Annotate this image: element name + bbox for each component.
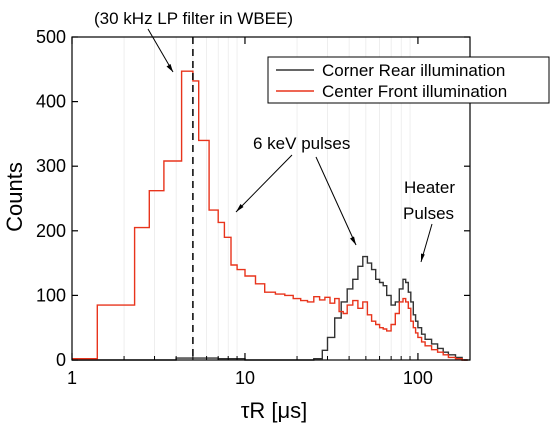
ticks: 0 100 200 300 400 500 1 10 100 [36,27,470,388]
y-axis-label: Counts [2,162,27,232]
annotation-heater-2: Pulses [403,204,454,223]
arrow-heater-head [421,253,425,262]
series-line-center-front [72,70,468,361]
arrow-pulses-left-head [236,204,244,212]
y-tick-label: 0 [56,350,66,370]
arrow-filter [147,28,174,73]
y-tick-label: 300 [36,156,66,176]
arrow-pulses-right [315,156,357,246]
annotation-pulses: 6 keV pulses [253,134,350,153]
annotation-arrows [147,28,433,263]
x-tick-label: 1 [67,368,77,388]
x-axis-label: τR [μs] [241,398,308,423]
legend: Corner Rear illumination Center Front il… [267,56,550,104]
y-tick-label: 100 [36,285,66,305]
series-line-corner-rear [72,255,468,361]
arrow-pulses-right-head [350,236,356,245]
plot-frame [71,36,471,361]
axes [71,36,471,361]
y-tick-label: 400 [36,92,66,112]
arrow-pulses-left [235,154,293,213]
legend-label-center: Center Front illumination [322,82,507,101]
series-group [72,70,468,361]
x-tick-label: 10 [235,368,255,388]
legend-box [267,56,550,104]
arrow-filter-head [166,64,173,72]
x-tick-label: 100 [403,368,433,388]
y-tick-label: 500 [36,27,66,47]
annotation-heater: Heater [404,178,455,197]
y-tick-label: 200 [36,221,66,241]
annotation-filter: (30 kHz LP filter in WBEE) [94,9,293,28]
legend-label-corner: Corner Rear illumination [322,61,505,80]
